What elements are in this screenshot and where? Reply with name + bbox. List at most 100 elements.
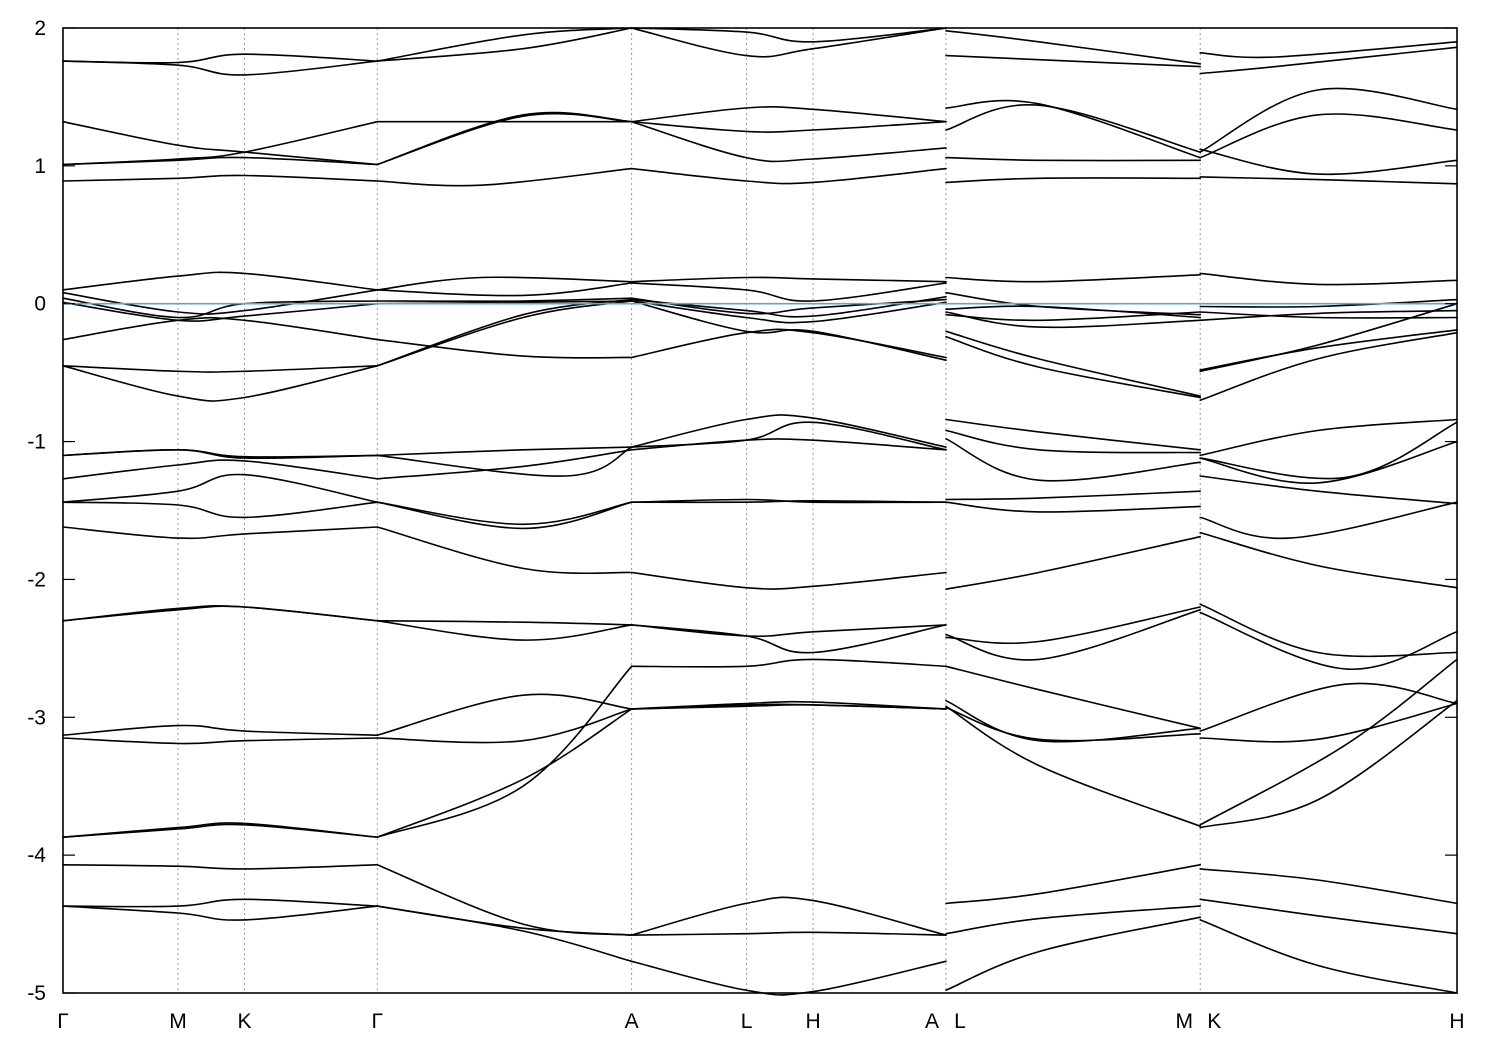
band-27-line xyxy=(62,898,379,908)
band-5-line xyxy=(630,120,947,163)
band-28-line xyxy=(1199,919,1458,994)
band-12-line xyxy=(630,300,947,361)
band-9-line xyxy=(630,297,947,315)
band-13-line xyxy=(1199,302,1458,373)
band-8-line xyxy=(376,282,633,297)
band-26-line xyxy=(62,864,379,870)
band-20-line xyxy=(376,620,633,641)
band-18-line xyxy=(1199,501,1458,540)
band-2-line xyxy=(62,53,379,64)
k-point-label: Γ xyxy=(372,1010,384,1033)
band-19-line xyxy=(1199,531,1458,589)
band-10-line xyxy=(62,301,379,322)
band-2-line xyxy=(1199,41,1458,59)
band-28-line xyxy=(376,905,633,963)
band-27-line xyxy=(376,905,633,936)
band-19-line xyxy=(945,535,1201,590)
band-16-line xyxy=(376,449,633,480)
band-20-line xyxy=(62,605,379,622)
band-2-line xyxy=(630,27,947,43)
band-5-line xyxy=(1199,148,1458,176)
band-1-line xyxy=(1199,46,1458,75)
band-19-line xyxy=(630,571,947,590)
band-lines xyxy=(62,27,1458,996)
y-tick-label: -5 xyxy=(27,982,46,1005)
band-2-line xyxy=(376,27,633,62)
band-9-line xyxy=(62,297,379,319)
band-19-line xyxy=(376,526,633,575)
band-3-line xyxy=(62,120,379,166)
band-25-line xyxy=(945,705,1201,827)
band-3-line xyxy=(945,103,1201,153)
band-2-line xyxy=(945,30,1201,65)
band-19-line xyxy=(62,526,379,540)
band-25-line xyxy=(376,708,633,838)
band-15-line xyxy=(62,448,379,460)
y-tick-label: 0 xyxy=(34,293,46,316)
band-9-line xyxy=(1199,309,1458,322)
band-11-line xyxy=(945,330,1201,397)
band-10-line xyxy=(945,311,1201,322)
band-11-line xyxy=(62,316,379,341)
band-14-line xyxy=(630,414,947,448)
band-4-line xyxy=(945,99,1201,159)
band-20-line xyxy=(630,624,947,654)
band-3-line xyxy=(1199,87,1458,153)
band-28-line xyxy=(62,905,379,921)
band-21-line xyxy=(1199,603,1458,658)
band-23-line xyxy=(1199,702,1458,743)
band-18-line xyxy=(945,490,1201,501)
k-point-label: H xyxy=(806,1010,821,1033)
y-tick-label: -1 xyxy=(27,431,46,454)
band-16-line xyxy=(945,438,1201,482)
band-6-line xyxy=(630,167,947,185)
band-7-line xyxy=(1199,272,1458,286)
band-24-line xyxy=(1199,658,1458,826)
band-17-line xyxy=(1199,475,1458,505)
band-9-line xyxy=(376,297,633,303)
plot-frame xyxy=(62,27,1458,994)
band-12-line xyxy=(62,365,379,373)
band-1-line xyxy=(62,60,379,76)
band-6-line xyxy=(1199,176,1458,185)
k-point-gridlines xyxy=(177,28,1201,993)
band-16-line xyxy=(630,438,947,451)
k-point-label: H xyxy=(1449,1010,1464,1033)
band-23-line xyxy=(62,737,379,745)
band-13-line xyxy=(630,296,947,318)
band-18-line xyxy=(62,473,379,503)
band-6-line xyxy=(945,177,1201,184)
band-4-line xyxy=(1199,113,1458,159)
band-26-line xyxy=(1199,868,1458,905)
band-27-line xyxy=(1199,898,1458,935)
band-7-line xyxy=(630,276,947,283)
k-point-label: K xyxy=(237,1010,251,1033)
band-7-line xyxy=(62,271,379,291)
band-25-line xyxy=(1199,699,1458,829)
band-5-line xyxy=(945,156,1201,162)
band-14-line xyxy=(376,446,633,457)
band-8-line xyxy=(62,289,379,315)
band-6-line xyxy=(62,174,379,182)
band-23-line xyxy=(945,706,1201,742)
k-point-label: L xyxy=(954,1010,966,1033)
band-5-line xyxy=(62,156,379,166)
band-12-line xyxy=(1199,331,1458,401)
band-24-line xyxy=(945,665,1201,730)
band-18-line xyxy=(630,500,947,504)
band-21-line xyxy=(62,605,379,622)
band-10-line xyxy=(630,300,947,324)
band-27-line xyxy=(630,931,947,936)
band-26-line xyxy=(945,864,1201,905)
k-point-label: Γ xyxy=(57,1010,69,1033)
band-8-line xyxy=(1199,298,1458,308)
band-13-line xyxy=(62,365,379,402)
band-3-line xyxy=(630,120,947,133)
band-12-line xyxy=(945,336,1201,399)
band-20-line xyxy=(1199,611,1458,670)
band-17-line xyxy=(376,501,633,526)
band-20-line xyxy=(945,609,1201,661)
band-24-line xyxy=(630,658,947,668)
